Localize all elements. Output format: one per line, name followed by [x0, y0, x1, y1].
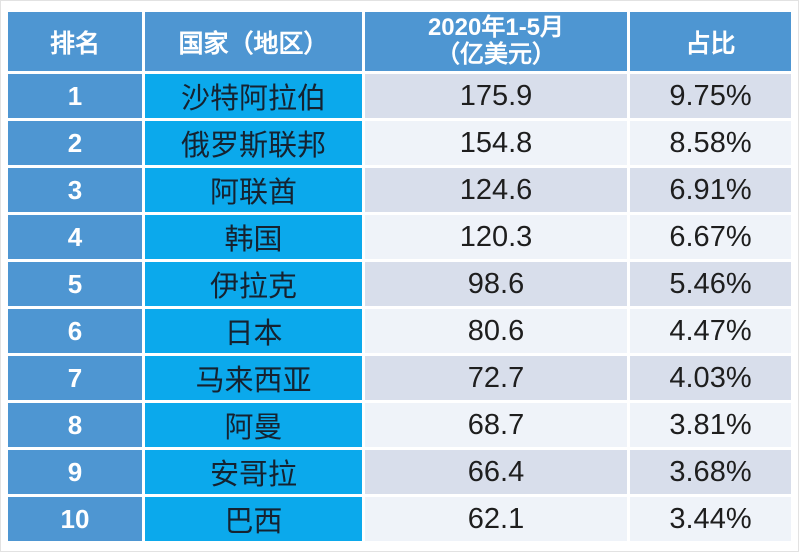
- rank-cell: 3: [8, 168, 142, 212]
- value-cell: 66.4: [365, 450, 627, 494]
- value-cell: 120.3: [365, 215, 627, 259]
- rank-cell: 5: [8, 262, 142, 306]
- value-cell: 72.7: [365, 356, 627, 400]
- country-column-header: 国家（地区）: [145, 12, 362, 71]
- country-cell: 阿曼: [145, 403, 362, 447]
- share-cell: 3.68%: [630, 450, 791, 494]
- value-cell: 62.1: [365, 497, 627, 541]
- country-cell: 马来西亚: [145, 356, 362, 400]
- value-cell: 68.7: [365, 403, 627, 447]
- rank-cell: 7: [8, 356, 142, 400]
- country-cell: 俄罗斯联邦: [145, 121, 362, 165]
- value-header-line1: 2020年1-5月: [427, 13, 565, 41]
- ranking-table: 排名 国家（地区） 2020年1-5月 （亿美元） 占比 1 沙特阿拉伯 175…: [8, 12, 791, 541]
- value-column-header: 2020年1-5月 （亿美元）: [365, 12, 627, 71]
- value-column-header-text: 2020年1-5月 （亿美元）: [427, 13, 565, 69]
- country-cell: 日本: [145, 309, 362, 353]
- value-cell: 154.8: [365, 121, 627, 165]
- rank-cell: 8: [8, 403, 142, 447]
- share-cell: 3.44%: [630, 497, 791, 541]
- share-column-header: 占比: [630, 12, 791, 71]
- share-cell: 3.81%: [630, 403, 791, 447]
- value-cell: 80.6: [365, 309, 627, 353]
- share-cell: 6.91%: [630, 168, 791, 212]
- country-cell: 安哥拉: [145, 450, 362, 494]
- value-cell: 175.9: [365, 74, 627, 118]
- country-cell: 阿联酋: [145, 168, 362, 212]
- share-cell: 4.47%: [630, 309, 791, 353]
- country-cell: 巴西: [145, 497, 362, 541]
- share-cell: 9.75%: [630, 74, 791, 118]
- rank-cell: 9: [8, 450, 142, 494]
- country-cell: 伊拉克: [145, 262, 362, 306]
- rank-cell: 4: [8, 215, 142, 259]
- rank-column-header: 排名: [8, 12, 142, 71]
- share-cell: 4.03%: [630, 356, 791, 400]
- share-cell: 8.58%: [630, 121, 791, 165]
- rank-cell: 2: [8, 121, 142, 165]
- value-header-line2: （亿美元）: [435, 40, 556, 68]
- country-cell: 沙特阿拉伯: [145, 74, 362, 118]
- share-cell: 6.67%: [630, 215, 791, 259]
- rank-cell: 10: [8, 497, 142, 541]
- rank-cell: 1: [8, 74, 142, 118]
- share-cell: 5.46%: [630, 262, 791, 306]
- value-cell: 124.6: [365, 168, 627, 212]
- country-cell: 韩国: [145, 215, 362, 259]
- rank-cell: 6: [8, 309, 142, 353]
- value-cell: 98.6: [365, 262, 627, 306]
